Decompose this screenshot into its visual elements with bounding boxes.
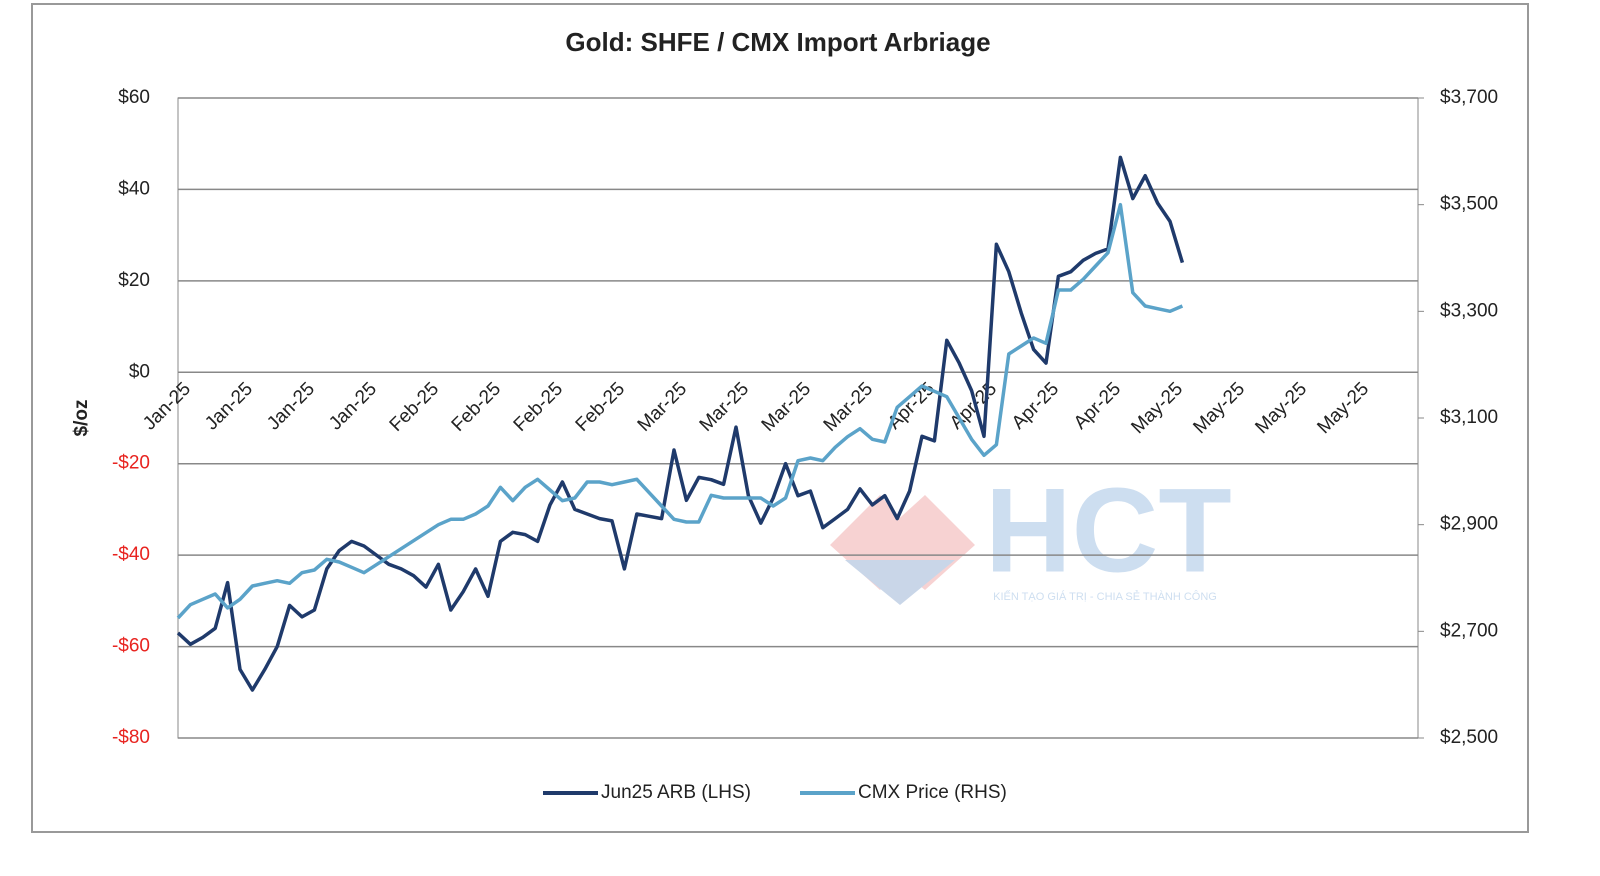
y2-tick-label: $3,500 — [1440, 194, 1498, 215]
y-tick-label: $40 — [118, 178, 150, 199]
y-tick-label: -$40 — [112, 544, 150, 565]
y-tick-label: -$20 — [112, 453, 150, 474]
series-line — [176, 155, 1185, 692]
y2-tick-label: $3,700 — [1440, 87, 1498, 108]
logo-shape — [845, 560, 955, 605]
y2-tick-label: $2,500 — [1440, 727, 1498, 748]
y2-tick-label: $3,100 — [1440, 407, 1498, 428]
chart-title: Gold: SHFE / CMX Import Arbriage — [565, 27, 990, 57]
y-tick-label: -$60 — [112, 636, 150, 657]
chart-frame — [31, 3, 1529, 833]
y-tick-label: -$80 — [112, 727, 150, 748]
watermark-tagline: KIẾN TẠO GIÁ TRỊ - CHIA SẺ THÀNH CÔNG — [993, 590, 1217, 603]
legend-label: CMX Price (RHS) — [858, 782, 1007, 803]
y2-tick-label: $2,900 — [1440, 514, 1498, 535]
series-line — [176, 202, 1184, 620]
y-axis-label: $/oz — [71, 400, 92, 437]
legend-label: Jun25 ARB (LHS) — [601, 782, 751, 803]
watermark-logo: HCT — [985, 464, 1232, 598]
y-tick-label: $0 — [129, 361, 150, 382]
y-tick-label: $60 — [118, 87, 150, 108]
y-tick-label: $20 — [118, 270, 150, 291]
y2-tick-label: $3,300 — [1440, 300, 1498, 321]
watermark: HCT KIẾN TẠO GIÁ TRỊ - CHIA SẺ THÀNH CÔN… — [830, 464, 1232, 605]
y2-tick-label: $2,700 — [1440, 620, 1498, 641]
logo-shape — [830, 495, 925, 590]
logo-shape — [870, 495, 975, 590]
